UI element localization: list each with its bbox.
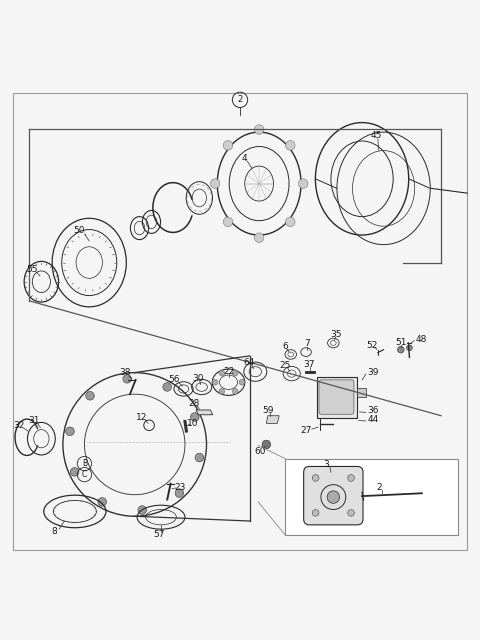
FancyBboxPatch shape [317,378,357,418]
Text: 10: 10 [187,419,199,428]
Circle shape [195,453,204,462]
Circle shape [70,468,79,476]
FancyBboxPatch shape [304,467,363,525]
Text: 52: 52 [366,341,378,350]
Circle shape [254,125,264,134]
Circle shape [175,489,184,497]
Circle shape [299,179,308,188]
Circle shape [407,345,412,351]
Text: 8: 8 [51,527,57,536]
Circle shape [286,141,295,150]
Text: 44: 44 [367,415,379,424]
Circle shape [348,509,354,516]
Text: 32: 32 [13,420,24,430]
Circle shape [262,440,271,449]
Circle shape [163,383,171,391]
Text: 4: 4 [242,154,248,163]
Text: 27: 27 [300,426,312,435]
Circle shape [86,392,95,400]
Circle shape [327,491,339,503]
Circle shape [219,388,225,394]
Text: 2: 2 [376,483,382,492]
Text: 7: 7 [304,339,310,348]
Text: 6: 6 [282,342,288,351]
Text: 59: 59 [262,406,274,415]
Text: 31: 31 [28,416,40,425]
Circle shape [98,498,107,506]
Circle shape [232,388,238,394]
Circle shape [66,427,74,436]
Text: 39: 39 [367,368,379,377]
Circle shape [223,141,233,150]
Text: 37: 37 [304,360,315,369]
Circle shape [397,346,404,353]
Polygon shape [196,410,213,415]
Text: 30: 30 [192,374,204,383]
Circle shape [286,217,295,227]
Text: 57: 57 [153,530,164,539]
Circle shape [223,217,233,227]
FancyBboxPatch shape [357,388,366,397]
Text: 23: 23 [175,483,186,492]
Polygon shape [266,416,279,424]
Circle shape [239,380,245,385]
Text: 64: 64 [243,358,254,367]
Text: 51: 51 [395,339,407,348]
Circle shape [312,509,319,516]
Circle shape [232,370,238,376]
Circle shape [212,380,218,385]
Circle shape [210,179,220,188]
Circle shape [138,506,146,515]
Text: 25: 25 [279,362,291,371]
Circle shape [191,413,199,421]
Circle shape [219,370,225,376]
Text: B: B [82,459,87,468]
Text: 35: 35 [330,330,341,339]
Text: 22: 22 [223,367,234,376]
Text: 36: 36 [367,406,379,415]
Circle shape [312,475,319,481]
FancyBboxPatch shape [319,380,354,414]
Text: 50: 50 [73,226,84,235]
Text: C: C [82,470,87,479]
Text: 56: 56 [168,375,180,385]
Text: 55: 55 [26,265,37,275]
Text: 3: 3 [323,460,329,469]
FancyBboxPatch shape [286,459,458,536]
Text: 60: 60 [255,447,266,456]
Text: 48: 48 [415,335,427,344]
Text: 45: 45 [371,131,382,140]
Text: 2: 2 [238,95,242,104]
Text: 12: 12 [136,413,147,422]
Text: 38: 38 [120,368,131,377]
Circle shape [254,233,264,243]
Circle shape [123,374,132,383]
Circle shape [348,475,354,481]
Text: 28: 28 [188,399,199,408]
